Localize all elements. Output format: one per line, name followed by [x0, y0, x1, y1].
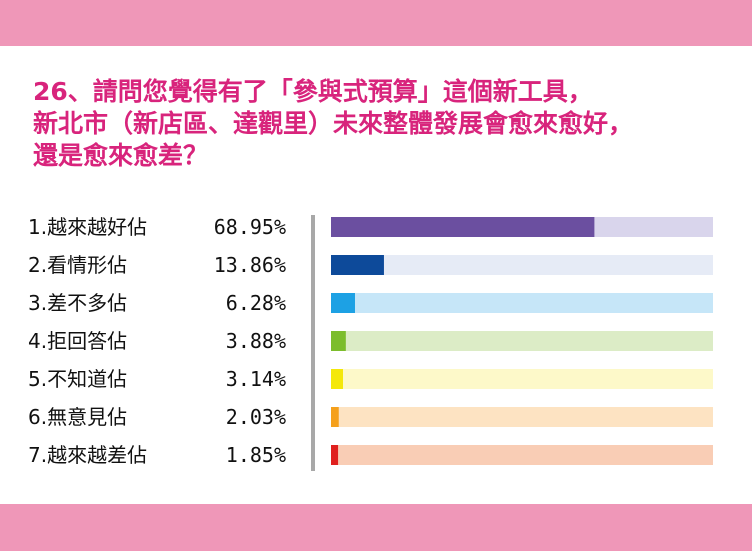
bar-track [331, 255, 713, 275]
bar [331, 217, 595, 237]
question-line-3: 還是愈來愈差？ [33, 141, 209, 170]
question-line-1: 26、請問您覺得有了「參與式預算」這個新工具， [33, 77, 593, 106]
category-label: 4.拒回答佔 [28, 329, 128, 353]
value-label: 13.86% [213, 253, 286, 277]
bar [331, 369, 343, 389]
bar [331, 407, 339, 427]
bar [331, 255, 384, 275]
category-label: 2.看情形佔 [28, 253, 128, 277]
value-label: 3.14% [225, 367, 286, 391]
value-label: 68.95% [213, 215, 286, 239]
bar [331, 293, 355, 313]
axis-line [311, 215, 315, 471]
value-label: 3.88% [225, 329, 286, 353]
question-title: 26、請問您覺得有了「參與式預算」這個新工具， 新北市（新店區、達觀里）未來整體… [33, 76, 733, 172]
category-label: 3.差不多佔 [28, 291, 128, 315]
question-line-2: 新北市（新店區、達觀里）未來整體發展會愈來愈好， [33, 109, 634, 138]
value-label: 6.28% [225, 291, 286, 315]
category-label: 5.不知道佔 [28, 367, 128, 391]
category-label: 6.無意見佔 [28, 405, 128, 429]
value-label: 1.85% [225, 443, 286, 467]
bar-track [331, 293, 713, 313]
bar [331, 445, 339, 465]
bar-track [331, 369, 713, 389]
category-label: 1.越來越好佔 [28, 215, 148, 239]
response-table: 1.越來越好佔 68.95% 2.看情形佔 13.86% 3.差不多佔 6.28… [28, 209, 728, 473]
bar-track [331, 445, 713, 465]
top-band [0, 0, 752, 46]
category-label: 7.越來越差佔 [28, 443, 148, 467]
bar [331, 331, 346, 351]
bar-track [331, 331, 713, 351]
bar-track [331, 407, 713, 427]
bottom-band [0, 504, 752, 551]
value-label: 2.03% [225, 405, 286, 429]
